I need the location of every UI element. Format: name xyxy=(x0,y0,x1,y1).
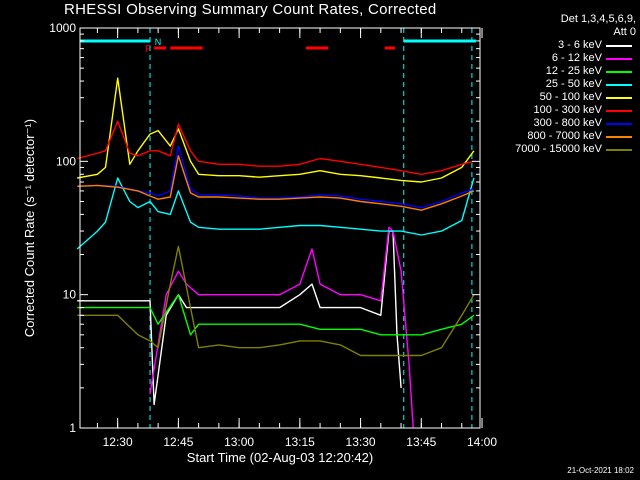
x-tick-label-3: 13:15 xyxy=(285,435,315,449)
series-line-1 xyxy=(149,226,414,429)
series-line-7 xyxy=(77,155,475,211)
legend-attenuator: Att 0 xyxy=(613,26,636,38)
legend-label-6: 300 - 800 keV xyxy=(533,117,603,129)
legend-item-6: 300 - 800 keV xyxy=(470,117,636,130)
x-tick-label-6: 14:00 xyxy=(467,435,497,449)
legend-swatch-6 xyxy=(606,123,632,125)
y-tick-label-1: 10 xyxy=(63,288,77,302)
legend-label-3: 25 - 50 keV xyxy=(545,78,602,90)
legend-item-7: 800 - 7000 keV xyxy=(470,130,636,143)
x-tick-label-4: 13:30 xyxy=(346,435,376,449)
plot-frame xyxy=(79,27,481,429)
series-line-2 xyxy=(77,294,475,336)
flag-n-label: N xyxy=(155,37,162,47)
legend-label-8: 7000 - 15000 keV xyxy=(515,143,602,155)
legend-item-1: 6 - 12 keV xyxy=(470,52,636,65)
y-tick-label-3: 1000 xyxy=(49,21,76,35)
legend-swatch-7 xyxy=(606,136,632,138)
legend-swatch-1 xyxy=(606,58,632,60)
series-line-5 xyxy=(77,120,475,176)
legend-swatch-4 xyxy=(606,97,632,99)
legend-item-5: 100 - 300 keV xyxy=(470,104,636,117)
x-tick-label-5: 13:45 xyxy=(406,435,436,449)
y-axis-label: Corrected Count Rate (s⁻¹ detector⁻¹) xyxy=(22,119,37,337)
legend-item-0: 3 - 6 keV xyxy=(470,39,636,52)
series-line-3 xyxy=(76,177,475,250)
legend-detectors: Det 1,3,4,5,6,9, xyxy=(560,13,636,25)
series-line-8 xyxy=(77,245,475,357)
legend-label-1: 6 - 12 keV xyxy=(551,52,602,64)
legend-item-8: 7000 - 15000 keV xyxy=(470,143,636,156)
y-tick-label-0: 1 xyxy=(69,421,76,435)
legend-label-5: 100 - 300 keV xyxy=(533,104,603,116)
legend: Det 1,3,4,5,6,9, Att 0 3 - 6 keV 6 - 12 k… xyxy=(470,13,636,156)
x-tick-label-2: 13:00 xyxy=(224,435,254,449)
legend-swatch-2 xyxy=(606,71,632,73)
legend-label-2: 12 - 25 keV xyxy=(545,65,602,77)
legend-item-3: 25 - 50 keV xyxy=(470,78,636,91)
x-tick-label-1: 12:45 xyxy=(163,435,193,449)
series-line-4 xyxy=(77,77,475,183)
y-tick-label-2: 100 xyxy=(56,154,76,168)
flag-f-label: F xyxy=(145,44,151,55)
series-line-0 xyxy=(77,230,402,406)
legend-swatch-8 xyxy=(606,149,632,151)
chart-title: RHESSI Observing Summary Count Rates, Co… xyxy=(64,1,437,18)
footer-timestamp: 21-Oct-2021 18:02 xyxy=(567,466,634,475)
legend-label-7: 800 - 7000 keV xyxy=(527,130,602,142)
x-tick-label-0: 12:30 xyxy=(103,435,133,449)
legend-label-0: 3 - 6 keV xyxy=(557,39,602,51)
legend-swatch-0 xyxy=(606,45,632,47)
legend-item-4: 50 - 100 keV xyxy=(470,91,636,104)
x-axis-label: Start Time (02-Aug-03 12:20:42) xyxy=(187,450,373,465)
legend-label-4: 50 - 100 keV xyxy=(539,91,602,103)
legend-swatch-5 xyxy=(606,110,632,112)
series-line-6 xyxy=(77,145,475,209)
legend-swatch-3 xyxy=(606,84,632,86)
legend-item-2: 12 - 25 keV xyxy=(470,65,636,78)
